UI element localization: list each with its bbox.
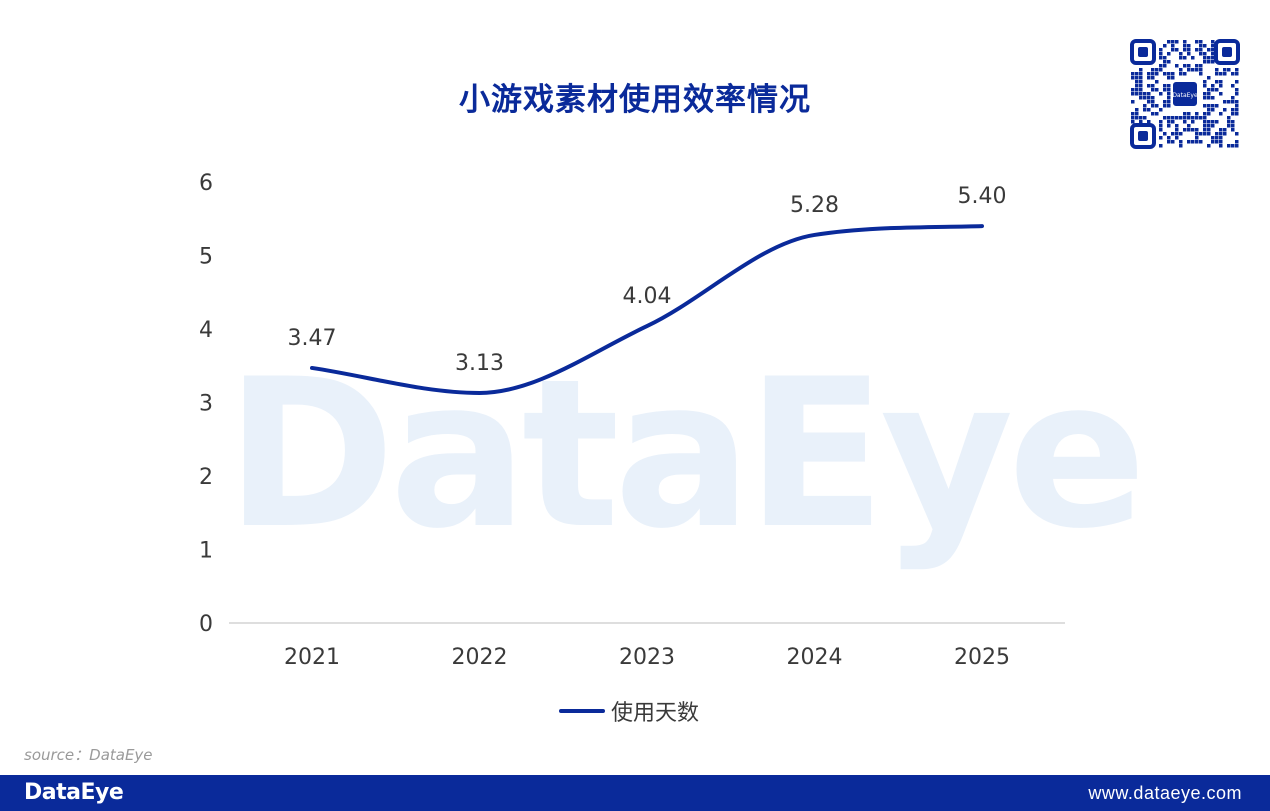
qr-code-icon: DataEye — [1128, 37, 1242, 151]
legend-label: 使用天数 — [611, 701, 699, 726]
x-tick-label: 2021 — [284, 645, 340, 670]
footer-bar: DataEye www.dataeye.com — [0, 775, 1270, 811]
watermark-text: DataEye — [225, 336, 1141, 574]
data-label: 3.13 — [455, 351, 504, 376]
x-tick-label: 2022 — [452, 645, 508, 670]
y-tick-label: 4 — [199, 318, 213, 343]
y-tick-label: 6 — [199, 171, 213, 196]
legend: 使用天数 — [559, 701, 699, 726]
source-note: source：DataEye — [24, 746, 153, 764]
svg-text:DataEye: DataEye — [1172, 92, 1198, 99]
footer-url[interactable]: www.dataeye.com — [1088, 783, 1242, 803]
y-axis: 0 1 2 3 4 5 6 — [199, 171, 213, 637]
footer-logo: DataEye — [24, 780, 124, 805]
x-axis: 2021 2022 2023 2024 2025 — [284, 645, 1010, 670]
series-line-usage-days — [310, 224, 984, 395]
x-tick-label: 2024 — [787, 645, 843, 670]
data-label: 3.47 — [288, 326, 337, 351]
data-labels: 3.47 3.13 4.04 5.28 5.40 — [288, 184, 1007, 376]
y-tick-label: 2 — [199, 465, 213, 490]
y-tick-label: 3 — [199, 392, 213, 417]
y-tick-label: 0 — [199, 612, 213, 637]
data-label: 4.04 — [623, 284, 672, 309]
x-tick-label: 2023 — [619, 645, 675, 670]
x-tick-label: 2025 — [954, 645, 1010, 670]
y-tick-label: 5 — [199, 245, 213, 270]
data-label: 5.40 — [958, 184, 1007, 209]
chart-title: 小游戏素材使用效率情况 — [459, 82, 811, 118]
y-tick-label: 1 — [199, 539, 213, 564]
data-label: 5.28 — [790, 193, 839, 218]
